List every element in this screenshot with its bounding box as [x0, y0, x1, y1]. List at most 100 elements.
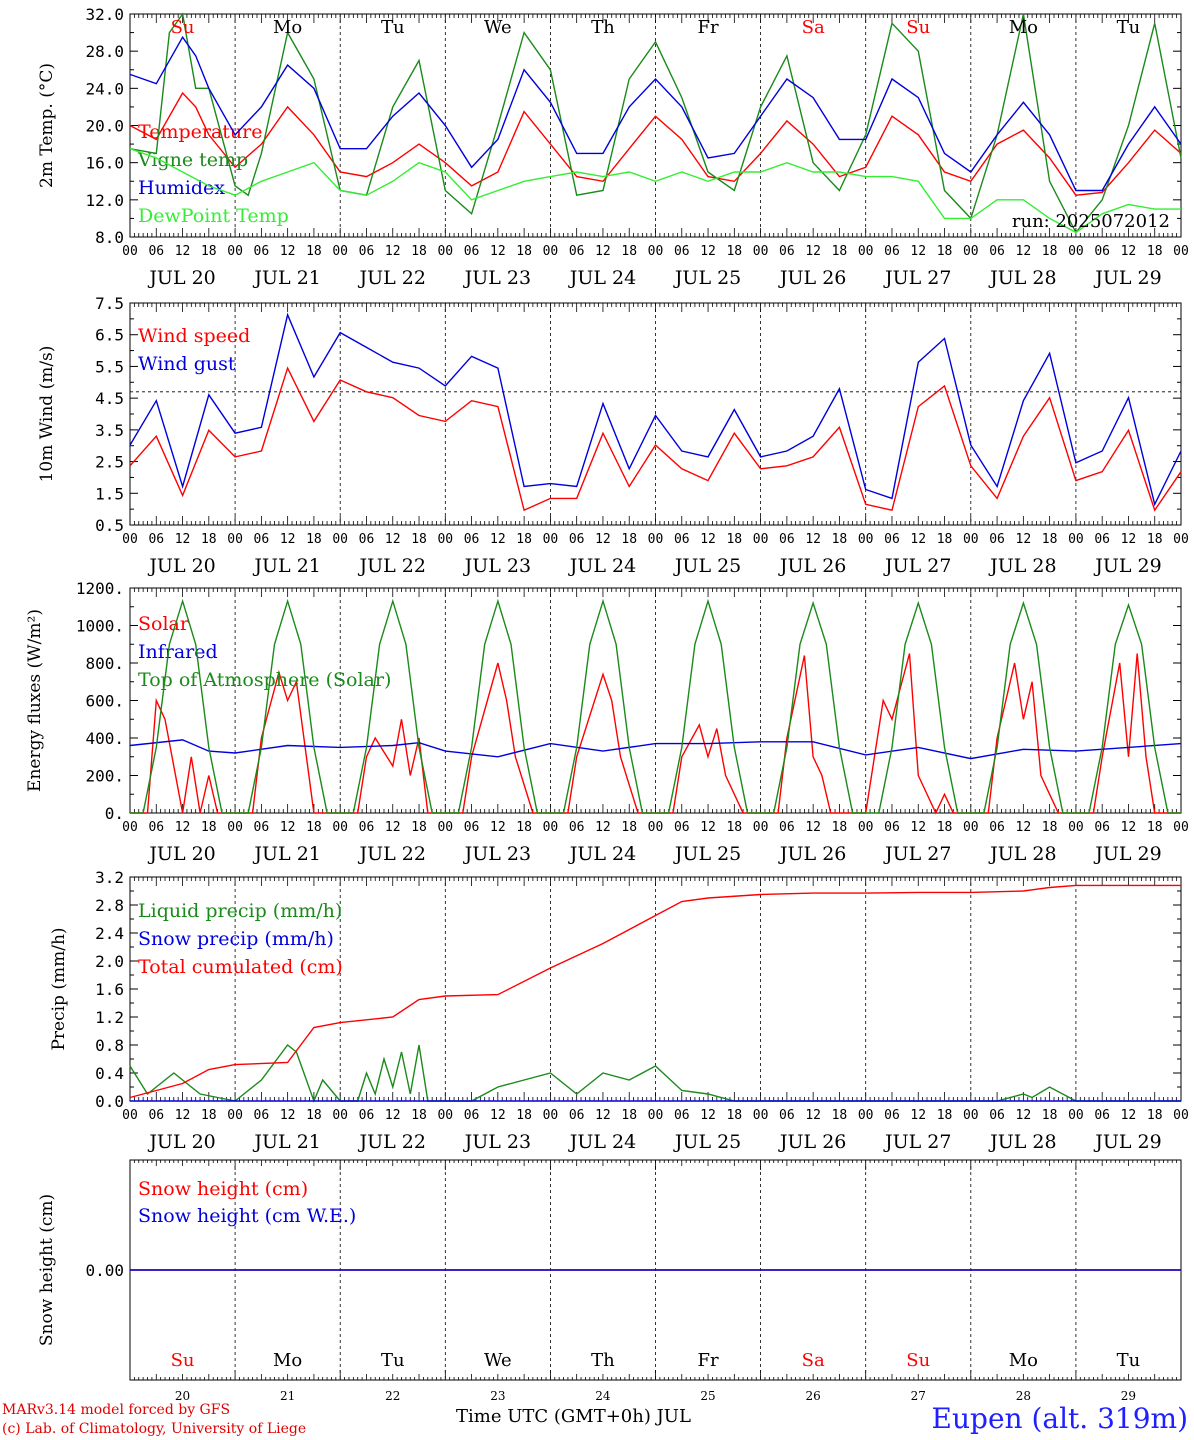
hour-tick-label: 06: [254, 1108, 270, 1123]
y-tick-label: 400.: [85, 729, 124, 748]
series-line-3: [130, 598, 1181, 814]
weekday-label: Th: [591, 1350, 615, 1371]
hour-tick-label: 00: [963, 1108, 979, 1123]
weekday-label: Mo: [273, 1350, 302, 1371]
hour-tick-label: 12: [595, 1108, 611, 1123]
hour-tick-label: 06: [1094, 532, 1110, 547]
hour-tick-label: 18: [201, 820, 217, 835]
hour-tick-label: 06: [359, 1108, 375, 1123]
y-tick-label: 0.0: [95, 1092, 124, 1111]
legend-entry: Solar: [138, 613, 190, 635]
series-line-2: [129, 739, 1182, 760]
hour-tick-label: 18: [411, 820, 427, 835]
hour-tick-label: 12: [700, 532, 716, 547]
hour-tick-label: 18: [726, 244, 742, 259]
hour-tick-label: 00: [753, 244, 769, 259]
hour-tick-label: 00: [332, 244, 348, 259]
hour-tick-label: 12: [1121, 244, 1137, 259]
hour-tick-label: 00: [227, 244, 243, 259]
hour-tick-label: 00: [648, 820, 664, 835]
hour-tick-label: 00: [1173, 532, 1189, 547]
date-label: JUL 23: [463, 1131, 531, 1153]
hour-tick-label: 12: [1016, 820, 1032, 835]
y-tick-label: 0.4: [95, 1064, 124, 1083]
date-label: JUL 25: [673, 1131, 741, 1153]
weekday-label: Sa: [802, 1350, 825, 1371]
hour-tick-label: 00: [858, 1108, 874, 1123]
hour-tick-label: 00: [648, 532, 664, 547]
hour-tick-label: 06: [254, 244, 270, 259]
series-line-4: [129, 148, 1181, 234]
date-label: JUL 22: [358, 1131, 426, 1153]
hour-tick-label: 12: [700, 244, 716, 259]
hour-tick-label: 12: [490, 532, 506, 547]
date-label: JUL 21: [252, 555, 320, 577]
date-label: JUL 27: [883, 1131, 951, 1153]
station-name: Eupen (alt. 319m): [931, 1402, 1188, 1435]
hour-tick-label: 12: [595, 244, 611, 259]
hour-tick-label: 06: [674, 532, 690, 547]
hour-tick-label: 12: [280, 820, 296, 835]
date-label: JUL 26: [778, 267, 846, 289]
weekday-label: Th: [591, 17, 615, 38]
date-label: JUL 20: [147, 1131, 215, 1153]
hour-tick-label: 18: [201, 1108, 217, 1123]
hour-tick-label: 00: [437, 820, 453, 835]
hour-tick-label: 12: [280, 244, 296, 259]
hour-tick-label: 06: [884, 820, 900, 835]
hour-tick-label: 18: [832, 1108, 848, 1123]
y-tick-label: 2.4: [95, 924, 124, 943]
hour-tick-label: 00: [1173, 820, 1189, 835]
hour-tick-label: 18: [937, 1108, 953, 1123]
hour-tick-label: 00: [753, 532, 769, 547]
hour-tick-label: 18: [1147, 244, 1163, 259]
hour-tick-label: 18: [411, 244, 427, 259]
date-label: JUL 28: [988, 267, 1056, 289]
panel-1: 8.0 12.0 16.0 20.0 24.0 28.0 32.0 2m Temp. (°C)…: [37, 5, 1189, 289]
panel-4: 0.0 0.4 0.8 1.2 1.6 2.0 2.4 2.8 3.2 Precip (mm/h)…: [49, 868, 1189, 1153]
hour-tick-label: 00: [648, 244, 664, 259]
date-label: JUL 26: [778, 1131, 846, 1153]
y-tick-label: 2.8: [95, 896, 124, 915]
hour-tick-label: 12: [805, 244, 821, 259]
hour-tick-label: 06: [148, 1108, 164, 1123]
day-number-label: 23: [490, 1389, 505, 1403]
hour-tick-label: 06: [148, 820, 164, 835]
hour-tick-label: 00: [122, 244, 138, 259]
series-line-2: [129, 12, 1182, 234]
hour-tick-label: 00: [332, 532, 348, 547]
date-label: JUL 24: [568, 267, 636, 289]
hour-tick-label: 12: [595, 532, 611, 547]
hour-tick-label: 18: [621, 532, 637, 547]
hour-tick-label: 00: [963, 244, 979, 259]
legend-entry: Infrared: [138, 641, 218, 663]
y-tick-label: 1000.: [76, 617, 124, 636]
series-line-3: [129, 35, 1182, 192]
legend-entry: Snow height (cm): [138, 1178, 308, 1200]
hour-tick-label: 12: [1016, 244, 1032, 259]
hour-tick-label: 00: [1068, 532, 1084, 547]
date-label: JUL 24: [568, 1131, 636, 1153]
day-number-label: 25: [700, 1389, 715, 1403]
hour-tick-label: 00: [332, 1108, 348, 1123]
y-tick-label: 1.2: [95, 1008, 124, 1027]
date-label: JUL 23: [463, 843, 531, 865]
hour-tick-label: 00: [543, 244, 559, 259]
hour-tick-label: 06: [148, 532, 164, 547]
hour-tick-label: 00: [858, 532, 874, 547]
hour-tick-label: 06: [569, 820, 585, 835]
y-tick-label: 1.5: [95, 484, 124, 503]
y-tick-label: 12.0: [85, 191, 124, 210]
date-label: JUL 20: [147, 843, 215, 865]
hour-tick-label: 00: [1173, 1108, 1189, 1123]
hour-tick-label: 00: [1068, 820, 1084, 835]
date-label: JUL 29: [1093, 1131, 1161, 1153]
hour-tick-label: 12: [910, 820, 926, 835]
hour-tick-label: 00: [858, 820, 874, 835]
hour-tick-label: 12: [175, 532, 191, 547]
hour-tick-label: 06: [674, 1108, 690, 1123]
y-axis-title: Energy fluxes (W/m²): [25, 609, 45, 792]
y-tick-label: 28.0: [85, 42, 124, 61]
weekday-label: Mo: [1009, 17, 1038, 38]
